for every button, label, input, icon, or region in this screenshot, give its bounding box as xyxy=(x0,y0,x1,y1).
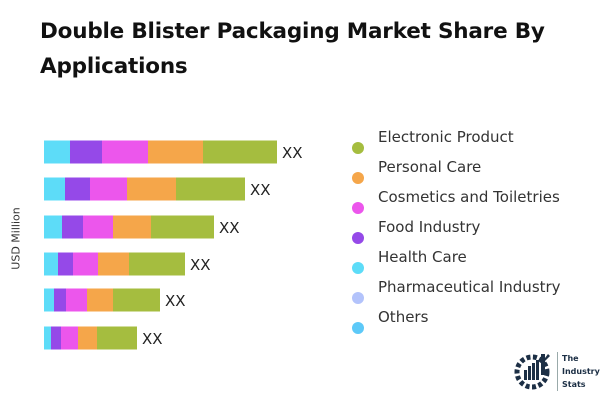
legend-label: Pharmaceutical Industry xyxy=(378,278,561,296)
bar-segment-food-industry xyxy=(54,288,66,312)
bar-segment-electronic-product xyxy=(113,288,160,312)
legend-label: Food Industry xyxy=(378,218,481,236)
legend-dot xyxy=(352,172,364,184)
legend-label: Health Care xyxy=(378,248,467,266)
data-label: XX xyxy=(190,256,211,274)
bar-segment-personal-care xyxy=(113,215,151,239)
bar-segment-cosmetics-and-toiletries xyxy=(66,288,87,312)
bar-segment-cosmetics-and-toiletries xyxy=(73,252,98,276)
data-label: XX xyxy=(282,144,303,162)
bar-segment-personal-care xyxy=(127,177,176,201)
bar-segment-personal-care xyxy=(98,252,129,276)
bar-segment-health-care xyxy=(44,140,70,164)
legend-dot xyxy=(352,202,364,214)
legend-dot xyxy=(352,292,364,304)
legend-dot xyxy=(352,232,364,244)
gear-chart-logo-icon xyxy=(514,354,550,390)
bar-segment-cosmetics-and-toiletries xyxy=(61,326,78,350)
legend-label: Cosmetics and Toiletries xyxy=(378,188,560,206)
bar-segment-health-care xyxy=(44,215,62,239)
legend-dot xyxy=(352,142,364,154)
bar-row: XX xyxy=(44,288,186,312)
data-label: XX xyxy=(142,330,163,348)
legend-label: Electronic Product xyxy=(378,128,514,146)
bar-segment-personal-care xyxy=(78,326,97,350)
bar-segment-personal-care xyxy=(148,140,203,164)
bar-segment-health-care xyxy=(44,177,65,201)
bar-segment-food-industry xyxy=(62,215,83,239)
logo: The Industry Stats xyxy=(513,350,600,392)
data-label: XX xyxy=(165,292,186,310)
bar-segment-health-care xyxy=(44,252,58,276)
legend-label: Personal Care xyxy=(378,158,482,176)
bar-row: XX xyxy=(44,177,271,201)
legend-dot xyxy=(352,322,364,334)
logo-text: The Industry Stats xyxy=(557,352,600,391)
bar-segment-electronic-product xyxy=(176,177,245,201)
bar-segment-electronic-product xyxy=(151,215,214,239)
bar-segment-food-industry xyxy=(65,177,90,201)
bar-segment-cosmetics-and-toiletries xyxy=(102,140,148,164)
chart-title: Double Blister Packaging Market Share By… xyxy=(40,19,545,79)
bar-segment-personal-care xyxy=(87,288,113,312)
bar-segment-food-industry xyxy=(70,140,102,164)
legend-label: Others xyxy=(378,308,429,326)
data-label: XX xyxy=(250,181,271,199)
bar-segment-food-industry xyxy=(58,252,73,276)
bar-row: XX xyxy=(44,215,240,239)
bar-row: XX xyxy=(44,326,163,350)
bar-segment-cosmetics-and-toiletries xyxy=(83,215,113,239)
bar-segment-electronic-product xyxy=(97,326,137,350)
bar-segment-cosmetics-and-toiletries xyxy=(90,177,127,201)
legend-dot xyxy=(352,262,364,274)
bar-segment-health-care xyxy=(44,326,51,350)
data-label: XX xyxy=(219,219,240,237)
bar-row: XX xyxy=(44,140,303,164)
bar-row: XX xyxy=(44,252,211,276)
bar-segment-food-industry xyxy=(51,326,61,350)
bar-segment-electronic-product xyxy=(129,252,185,276)
bar-segment-electronic-product xyxy=(203,140,277,164)
bar-segment-health-care xyxy=(44,288,54,312)
